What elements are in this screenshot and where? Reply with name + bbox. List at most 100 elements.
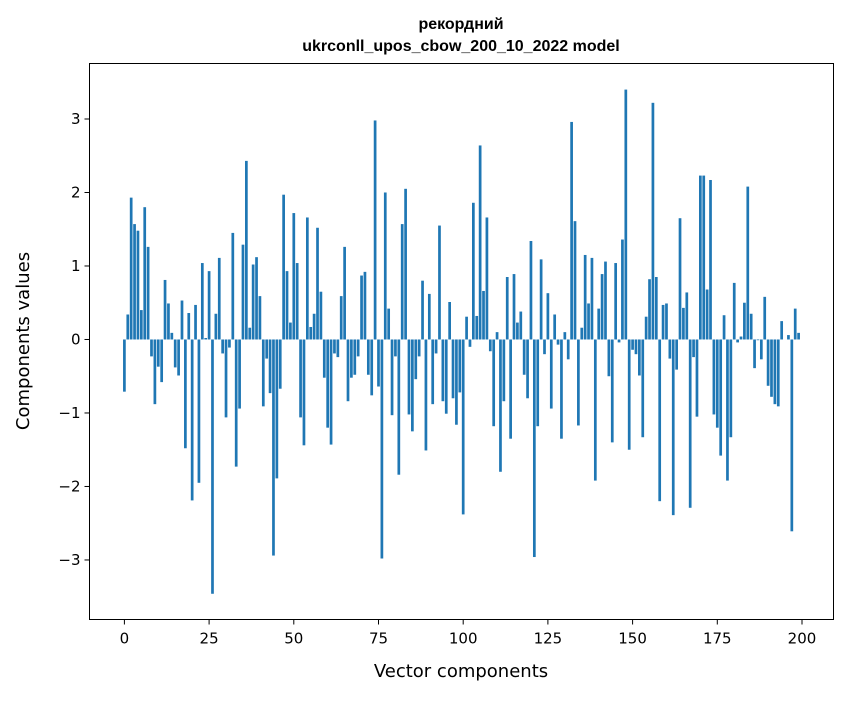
bar-11: [160, 339, 163, 382]
bar-65: [343, 247, 346, 340]
bar-98: [455, 339, 458, 424]
bar-129: [560, 339, 563, 438]
bar-149: [628, 339, 631, 449]
bar-120: [530, 241, 533, 339]
bar-169: [696, 339, 699, 416]
bar-104: [475, 316, 478, 340]
bar-77: [384, 192, 387, 339]
bar-43: [269, 339, 272, 393]
bar-172: [706, 290, 709, 340]
x-tick-label: 150: [618, 630, 647, 648]
bar-110: [496, 332, 499, 339]
bar-127: [553, 314, 556, 339]
bar-124: [543, 339, 546, 354]
bar-183: [743, 303, 746, 340]
bar-21: [194, 305, 197, 340]
bar-37: [248, 328, 251, 340]
bar-135: [580, 328, 583, 340]
bar-114: [509, 339, 512, 438]
bar-174: [713, 339, 716, 414]
bar-75: [377, 339, 380, 386]
bar-182: [740, 337, 743, 340]
bar-100: [462, 339, 465, 514]
bar-10: [157, 339, 160, 366]
bar-39: [255, 257, 258, 339]
bar-12: [164, 280, 167, 340]
x-tick-label: 200: [788, 630, 817, 648]
bar-190: [767, 339, 770, 385]
bar-161: [669, 339, 672, 358]
bar-115: [513, 274, 516, 339]
bar-146: [618, 339, 621, 342]
bar-87: [418, 339, 421, 356]
bar-193: [777, 339, 780, 406]
bar-5: [140, 310, 143, 339]
bar-137: [587, 303, 590, 339]
bar-118: [523, 339, 526, 374]
bar-147: [621, 240, 624, 340]
bar-89: [425, 339, 428, 450]
bar-156: [652, 103, 655, 340]
y-tick-label: −1: [58, 404, 80, 422]
bar-109: [492, 339, 495, 426]
bar-150: [631, 339, 634, 349]
bar-78: [387, 309, 390, 340]
bar-95: [445, 339, 448, 413]
bar-49: [289, 323, 292, 340]
x-tick-label: 0: [120, 630, 130, 648]
bar-74: [374, 120, 377, 339]
bar-144: [611, 339, 614, 442]
bar-35: [242, 245, 245, 340]
bar-33: [235, 339, 238, 466]
bar-52: [299, 339, 302, 417]
bar-42: [265, 339, 268, 358]
bar-0: [123, 339, 126, 391]
bar-145: [614, 263, 617, 339]
bar-60: [326, 339, 329, 427]
bar-64: [340, 296, 343, 339]
bar-128: [557, 339, 560, 344]
bar-151: [635, 339, 638, 354]
bar-148: [624, 90, 627, 340]
bar-168: [692, 339, 695, 357]
y-tick-label: 0: [71, 330, 81, 348]
bar-116: [516, 323, 519, 340]
chart-title-line2: ukrconll_upos_cbow_200_10_2022 model: [302, 38, 619, 55]
bar-40: [259, 296, 262, 339]
bar-26: [211, 339, 214, 593]
bar-73: [370, 339, 373, 395]
bar-139: [594, 339, 597, 480]
bar-47: [282, 195, 285, 340]
y-tick-label: −3: [58, 551, 80, 569]
bar-184: [746, 187, 749, 340]
bar-86: [414, 339, 417, 379]
bar-66: [347, 339, 350, 401]
bar-165: [682, 308, 685, 340]
bar-99: [458, 339, 461, 392]
bar-81: [397, 339, 400, 474]
bar-102: [469, 339, 472, 346]
bar-8: [150, 339, 153, 356]
bar-29: [221, 339, 224, 353]
bar-41: [262, 339, 265, 406]
bar-61: [330, 339, 333, 444]
bar-189: [763, 297, 766, 340]
bar-173: [709, 180, 712, 339]
y-tick-label: 3: [71, 110, 81, 128]
bar-70: [360, 276, 363, 340]
bar-55: [309, 327, 312, 339]
chart-title-line1: рекордний: [418, 16, 503, 33]
bar-17: [181, 301, 184, 340]
bar-92: [435, 339, 438, 353]
bar-187: [757, 339, 760, 340]
bar-112: [502, 339, 505, 401]
bar-46: [279, 339, 282, 388]
bar-176: [719, 339, 722, 455]
bar-83: [404, 189, 407, 340]
bar-108: [489, 339, 492, 351]
bar-57: [316, 228, 319, 340]
bar-85: [411, 339, 414, 431]
x-tick-label: 25: [200, 630, 219, 648]
x-tick-label: 125: [534, 630, 563, 648]
